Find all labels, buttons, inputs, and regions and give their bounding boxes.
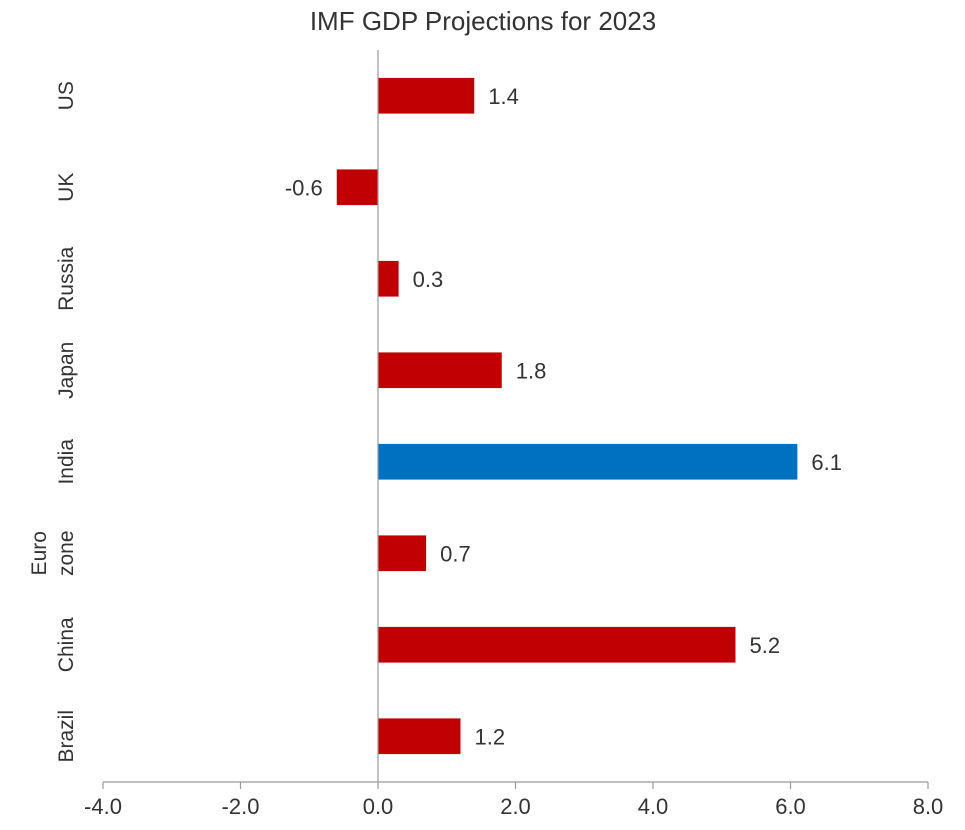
category-label: Russia [55, 246, 78, 311]
x-tick-label: 2.0 [500, 794, 531, 819]
value-labels-layer: 1.4 -0.6 0.3 1.8 6.1 0.7 5.2 1.2 [285, 84, 842, 750]
bar [378, 535, 427, 572]
data-label: 1.8 [516, 358, 547, 383]
bar [378, 77, 475, 114]
x-tick-label: 0.0 [363, 794, 394, 819]
chart-title: IMF GDP Projections for 2023 [310, 6, 656, 36]
x-tick-label: 4.0 [638, 794, 669, 819]
x-tick-label: 6.0 [775, 794, 806, 819]
x-tick-label: 8.0 [913, 794, 944, 819]
data-label: 0.7 [440, 541, 471, 566]
bars-layer [336, 77, 798, 755]
category-labels-layer: US UK Russia Japan India Euro zone China Brazil [28, 81, 78, 762]
category-label: India [55, 439, 78, 485]
category-label: US [55, 81, 78, 110]
category-label: UK [55, 173, 78, 202]
category-label: Brazil [55, 710, 78, 763]
bar [378, 718, 461, 755]
category-label: China [55, 617, 78, 672]
bar [378, 626, 736, 663]
x-tick-label: -2.0 [222, 794, 260, 819]
category-label: Japan [55, 342, 78, 399]
data-label: 1.2 [475, 724, 506, 749]
bar [378, 443, 798, 480]
category-label: zone [55, 530, 78, 576]
bar [336, 169, 378, 206]
data-label: 5.2 [750, 633, 781, 658]
bar [378, 260, 399, 297]
data-label: 6.1 [811, 450, 842, 475]
x-tick-label: -4.0 [84, 794, 122, 819]
data-label: 0.3 [413, 267, 444, 292]
bar [378, 352, 502, 389]
data-label: -0.6 [285, 175, 323, 200]
category-label: Euro [28, 531, 51, 575]
data-label: 1.4 [488, 84, 519, 109]
x-ticks-layer: -4.0 -2.0 0.0 2.0 4.0 6.0 8.0 [84, 782, 943, 819]
